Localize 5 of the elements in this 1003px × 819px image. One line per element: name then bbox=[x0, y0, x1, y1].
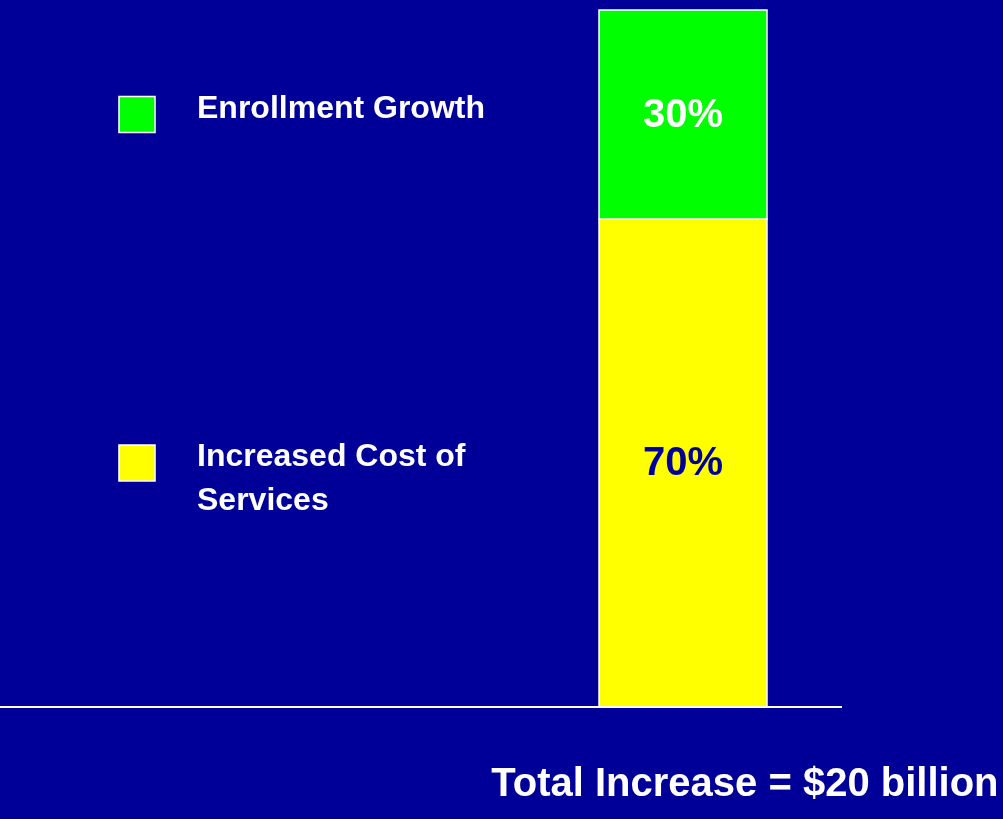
x-axis-title: Total Increase = $20 billion bbox=[491, 759, 999, 804]
legend-label: Enrollment Growth bbox=[197, 88, 485, 125]
legend-label: Increased Cost of Services bbox=[197, 437, 466, 518]
data-label: 70% bbox=[642, 439, 724, 484]
data-label: 30% bbox=[642, 90, 724, 135]
